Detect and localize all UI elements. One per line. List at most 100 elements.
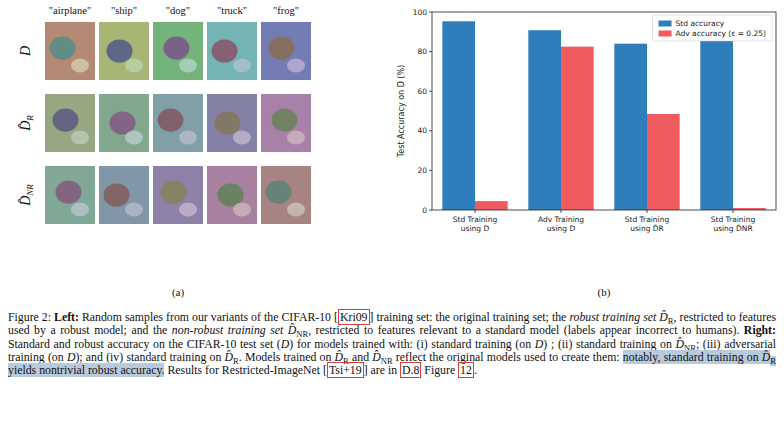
- row-label: D: [18, 46, 33, 57]
- legend: Std accuracyAdv accuracy (ε = 0.25): [653, 15, 772, 41]
- x-tick-label-line: using D: [461, 224, 490, 233]
- caption-run[interactable]: Kri09: [338, 309, 370, 325]
- caption-run: D̂: [372, 350, 381, 364]
- y-tick-label: 60: [417, 87, 427, 96]
- legend-frame: [653, 15, 772, 41]
- caption-run: Left:: [54, 310, 79, 324]
- image-blob: [107, 39, 133, 62]
- caption-run[interactable]: D.8: [400, 362, 421, 378]
- caption-run: Figure 2:: [8, 310, 54, 324]
- image-placeholder: [153, 94, 203, 152]
- image-placeholder: [207, 22, 257, 80]
- caption-run[interactable]: 12: [458, 362, 474, 378]
- image-background: [99, 22, 149, 80]
- image-background: [261, 166, 311, 224]
- bar: [442, 21, 475, 210]
- image-placeholder: [99, 22, 149, 80]
- image-blob: [233, 131, 251, 145]
- image-blob: [71, 203, 89, 217]
- image-placeholder: [153, 166, 203, 224]
- caption: Figure 2: Left: Random samples from our …: [8, 311, 776, 377]
- image-blob: [287, 59, 305, 73]
- image-background: [45, 94, 95, 152]
- legend-label: Std accuracy: [676, 19, 725, 28]
- x-tick-label: Std Trainingusing D̂NR: [711, 215, 756, 233]
- image-background: [207, 94, 257, 152]
- image-blob: [125, 131, 143, 145]
- caption-run: Figure: [421, 363, 458, 377]
- image-blob: [179, 59, 197, 73]
- image-blob: [287, 131, 305, 145]
- caption-run: Results for Restricted-ImageNet [: [164, 363, 326, 377]
- x-tick-label-line: using D: [547, 224, 576, 233]
- image-placeholder: [153, 22, 203, 80]
- bar: [475, 201, 508, 210]
- image-placeholder: [45, 94, 95, 152]
- caption-run: ); and (iv) standard training on: [75, 350, 224, 364]
- image-blob: [53, 109, 79, 132]
- y-tick-label: 40: [417, 126, 427, 135]
- y-tick: [429, 170, 432, 171]
- caption-run: yields nontrivial robust accuracy.: [8, 363, 164, 377]
- caption-run: .: [474, 363, 477, 377]
- image-blob: [272, 109, 298, 132]
- caption-run: R: [770, 356, 776, 366]
- image-blob: [71, 131, 89, 145]
- panel-label: (b): [598, 286, 611, 299]
- column-label: "ship": [111, 5, 137, 16]
- image-grid: "airplane""ship""dog""truck""frog"DD̂RD̂…: [18, 5, 311, 224]
- bar-chart: 020406080100Test Accuracy on D (%)Std Tr…: [397, 8, 776, 233]
- legend-swatch: [659, 31, 672, 37]
- x-tick: [475, 210, 476, 213]
- caption-run: ) ; (ii) standard training on: [543, 337, 675, 351]
- image-blob: [215, 111, 241, 134]
- caption-run: notably, standard training on: [623, 350, 762, 364]
- image-blob: [50, 37, 76, 60]
- image-blob: [287, 203, 305, 217]
- image-blob: [161, 181, 187, 204]
- caption-run: D: [535, 337, 544, 351]
- image-blob: [269, 37, 295, 60]
- bar: [700, 36, 733, 210]
- caption-run: Random samples from our variants of the …: [79, 310, 338, 324]
- y-tick: [429, 130, 432, 131]
- image-blob: [212, 39, 238, 62]
- plot-frame: [432, 12, 776, 210]
- bar: [614, 44, 647, 210]
- caption-run: Standard and robust accuracy on the CIFA…: [8, 337, 281, 351]
- bar: [647, 114, 680, 210]
- row-label: D̂NR: [18, 184, 35, 207]
- image-blob: [164, 37, 190, 60]
- image-placeholder: [45, 166, 95, 224]
- x-tick-label-line: Adv Training: [538, 215, 584, 224]
- y-tick: [429, 91, 432, 92]
- image-background: [207, 166, 257, 224]
- image-placeholder: [99, 166, 149, 224]
- image-placeholder: [261, 94, 311, 152]
- row-label: D̂R: [18, 115, 35, 132]
- image-blob: [233, 59, 251, 73]
- x-tick-label: Adv Trainingusing D: [538, 215, 584, 233]
- image-blob: [104, 183, 130, 206]
- caption-run[interactable]: Tsi+19: [327, 362, 364, 378]
- image-background: [207, 22, 257, 80]
- y-tick: [429, 12, 432, 13]
- row-label-subscript: R: [25, 115, 35, 122]
- y-tick-label: 0: [422, 206, 427, 215]
- y-tick: [429, 210, 432, 211]
- caption-run: D: [67, 350, 76, 364]
- caption-run: , restricted to features relevant to a s…: [308, 323, 744, 337]
- image-placeholder: [261, 166, 311, 224]
- x-tick-label-line: using D̂R: [630, 224, 664, 233]
- caption-run: ) for models trained with: (i) standard …: [289, 337, 534, 351]
- caption-run: robust training set D̂: [569, 310, 667, 324]
- image-blob: [158, 109, 184, 132]
- image-placeholder: [207, 94, 257, 152]
- caption-run: . Models trained on: [239, 350, 335, 364]
- image-background: [45, 166, 95, 224]
- image-placeholder: [261, 22, 311, 80]
- figure: "airplane""ship""dog""truck""frog"DD̂RD̂…: [0, 0, 784, 308]
- bar: [528, 30, 561, 210]
- image-background: [153, 22, 203, 80]
- image-blob: [56, 181, 82, 204]
